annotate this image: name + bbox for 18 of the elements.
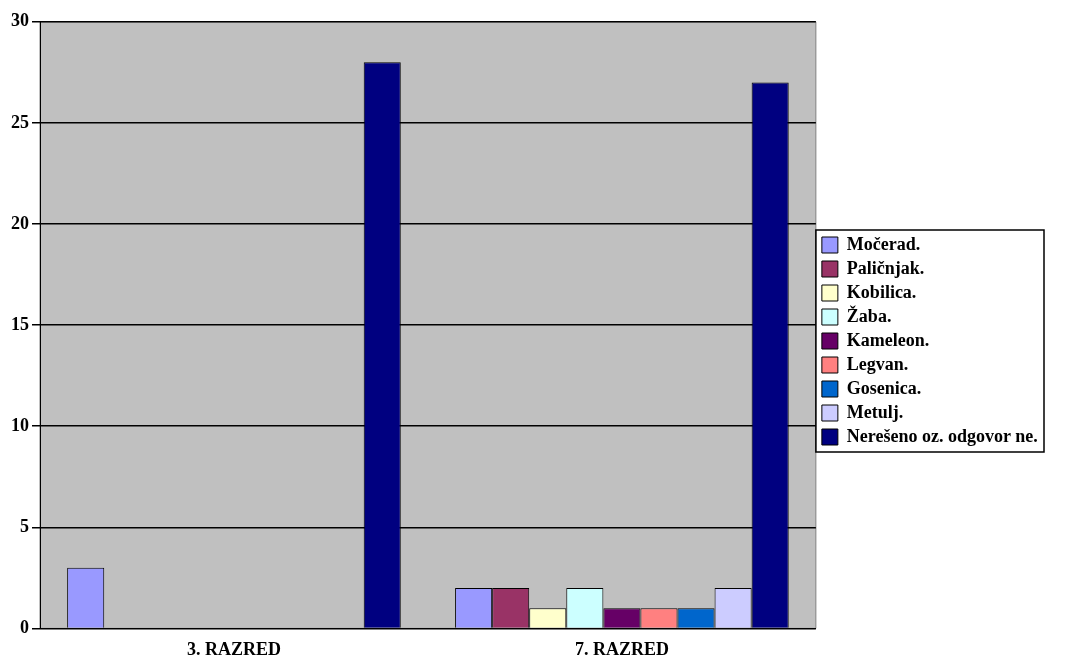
x-tick-label: 7. RAZRED <box>574 638 669 659</box>
x-tick-label: 3. RAZRED <box>186 638 281 659</box>
legend-label: Močerad. <box>846 233 921 254</box>
legend-label: Nerešeno oz. odgovor ne. <box>846 425 1038 446</box>
y-tick-label: 30 <box>11 10 29 31</box>
legend-label: Legvan. <box>846 353 909 374</box>
y-tick-label: 5 <box>20 515 29 536</box>
y-tick-label: 15 <box>11 313 29 334</box>
legend-label: Metulj. <box>846 401 904 422</box>
legend-label: Žaba. <box>846 304 892 326</box>
y-tick-label: 25 <box>11 111 29 132</box>
legend-label: Kobilica. <box>846 281 917 302</box>
y-tick-label: 20 <box>11 212 29 233</box>
legend-label: Kameleon. <box>846 329 930 350</box>
y-tick-label: 0 <box>20 617 29 638</box>
legend-label: Gosenica. <box>846 377 922 398</box>
legend-label: Paličnjak. <box>846 257 925 278</box>
y-tick-label: 10 <box>11 414 29 435</box>
